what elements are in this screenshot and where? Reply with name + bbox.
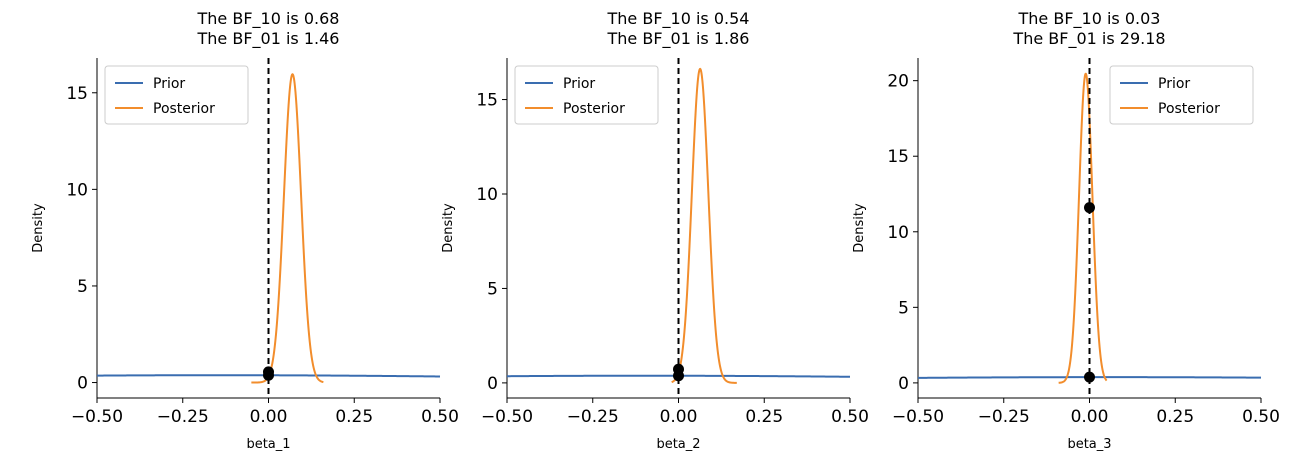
legend-label-prior: Prior bbox=[563, 76, 595, 92]
legend-label-prior: Prior bbox=[1158, 76, 1190, 92]
y-tick-label: 0 bbox=[898, 374, 909, 394]
x-tick-label: 0.50 bbox=[1242, 407, 1280, 427]
posterior-series-line bbox=[1058, 72, 1108, 384]
y-axis-label: Density bbox=[441, 203, 456, 253]
y-tick-label: 10 bbox=[66, 180, 88, 200]
x-tick-label: −0.50 bbox=[481, 407, 533, 427]
chart-title-line-1: The BF_10 is 0.54 bbox=[607, 9, 750, 29]
legend: Prior Posterior bbox=[104, 65, 249, 125]
chart-title-line-2: The BF_01 is 1.86 bbox=[607, 29, 750, 49]
y-axis-label: Density bbox=[852, 203, 867, 253]
x-tick-label: −0.50 bbox=[892, 407, 944, 427]
legend-box bbox=[514, 65, 659, 125]
x-tick-label: −0.50 bbox=[71, 407, 123, 427]
legend-label-posterior: Posterior bbox=[1158, 101, 1220, 117]
chart-panel-1: −0.50 −0.25 0.00 0.25 0.50 0 5 10 15 beta_1 Densit… bbox=[31, 9, 459, 452]
x-tick-label: −0.25 bbox=[567, 407, 619, 427]
x-axis-label: beta_2 bbox=[656, 437, 700, 452]
posterior-series-line bbox=[671, 67, 737, 384]
density-point bbox=[1084, 202, 1095, 214]
x-tick-label: 0.50 bbox=[421, 407, 459, 427]
y-tick-label: 0 bbox=[77, 374, 88, 394]
x-tick-label: 0.00 bbox=[660, 407, 698, 427]
y-tick-label: 10 bbox=[887, 223, 909, 243]
x-tick-label: 0.00 bbox=[1071, 407, 1109, 427]
x-axis-label: beta_1 bbox=[246, 437, 290, 452]
legend-label-posterior: Posterior bbox=[563, 101, 625, 117]
y-tick-label: 5 bbox=[898, 298, 909, 318]
y-tick-label: 10 bbox=[476, 185, 498, 205]
x-tick-label: 0.25 bbox=[1156, 407, 1194, 427]
legend-box bbox=[104, 65, 249, 125]
x-tick-label: −0.25 bbox=[157, 407, 209, 427]
y-tick-label: 5 bbox=[77, 277, 88, 297]
x-tick-label: −0.25 bbox=[978, 407, 1030, 427]
posterior-series-line bbox=[251, 73, 324, 384]
legend-label-prior: Prior bbox=[153, 76, 185, 92]
y-tick-label: 15 bbox=[887, 147, 909, 167]
y-tick-label: 0 bbox=[487, 374, 498, 394]
chart-title-line-1: The BF_10 is 0.68 bbox=[197, 9, 340, 29]
legend-label-posterior: Posterior bbox=[153, 101, 215, 117]
density-point bbox=[1084, 371, 1095, 383]
density-point bbox=[673, 363, 684, 375]
chart-panel-3: −0.50 −0.25 0.00 0.25 0.50 0 5 10 15 20 beta_3 Dens… bbox=[852, 9, 1280, 452]
y-tick-label: 15 bbox=[66, 84, 88, 104]
chart-title-line-2: The BF_01 is 29.18 bbox=[1012, 29, 1165, 49]
legend: Prior Posterior bbox=[1109, 65, 1254, 125]
x-tick-label: 0.00 bbox=[250, 407, 288, 427]
chart-title-line-2: The BF_01 is 1.46 bbox=[197, 29, 340, 49]
y-tick-label: 20 bbox=[887, 72, 909, 92]
y-axis-label: Density bbox=[31, 203, 46, 253]
density-point bbox=[263, 366, 274, 378]
x-tick-label: 0.25 bbox=[335, 407, 373, 427]
x-axis-label: beta_3 bbox=[1067, 437, 1111, 452]
x-tick-label: 0.50 bbox=[831, 407, 869, 427]
legend: Prior Posterior bbox=[514, 65, 659, 125]
x-tick-label: 0.25 bbox=[745, 407, 783, 427]
chart-panel-2: −0.50 −0.25 0.00 0.25 0.50 0 5 10 15 beta_2 Densit… bbox=[441, 9, 869, 452]
chart-title-line-1: The BF_10 is 0.03 bbox=[1018, 9, 1161, 29]
y-tick-label: 5 bbox=[487, 279, 498, 299]
y-tick-label: 15 bbox=[476, 91, 498, 111]
legend-box bbox=[1109, 65, 1254, 125]
